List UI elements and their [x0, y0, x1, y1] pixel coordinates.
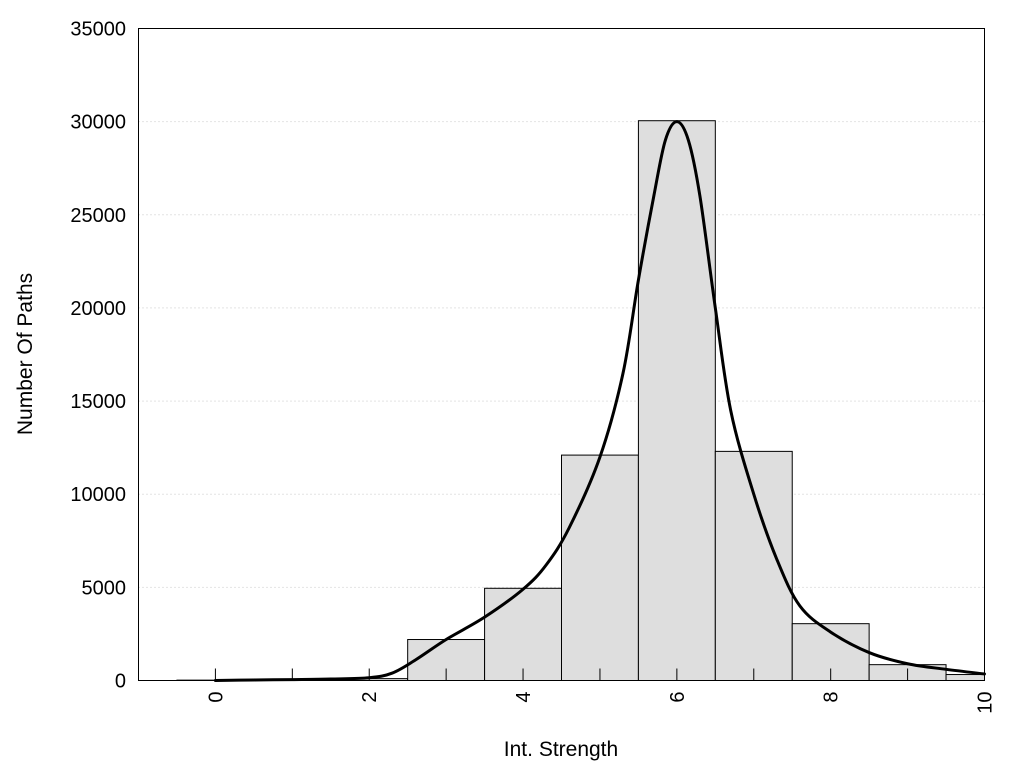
- histogram-bar: [945, 674, 986, 682]
- x-tick-label: 6: [667, 692, 689, 703]
- y-tick-label: 35000: [70, 19, 126, 41]
- histogram-bar: [561, 454, 639, 682]
- y-tick-label: 15000: [70, 391, 126, 413]
- y-tick-label: 30000: [70, 112, 126, 134]
- x-tick-label: 0: [205, 692, 227, 703]
- x-axis-label: Int. Strength: [504, 738, 618, 761]
- gridlines: [138, 121, 985, 588]
- density-curve-layer: [213, 120, 986, 682]
- x-tick-label: 2: [359, 692, 381, 703]
- y-tick-label: 20000: [70, 298, 126, 320]
- y-tick-label: 0: [115, 671, 126, 693]
- y-tick-label: 5000: [82, 577, 127, 599]
- y-tick-label: 25000: [70, 205, 126, 227]
- density-curve: [213, 120, 986, 682]
- x-tick-label: 10: [975, 692, 997, 714]
- histogram-bar: [484, 587, 562, 681]
- y-tick-label: 10000: [70, 484, 126, 506]
- x-axis-ticks: 0 2 4 6 8 10: [205, 668, 997, 714]
- x-tick-label: 8: [821, 692, 843, 703]
- y-axis-ticks: 0 5000 10000 15000 20000 25000 30000 35000: [70, 19, 126, 693]
- plot-frame: [138, 28, 985, 681]
- histogram-bar: [637, 120, 716, 681]
- x-tick-label: 4: [513, 692, 535, 703]
- y-axis-label: Number Of Paths: [14, 273, 37, 435]
